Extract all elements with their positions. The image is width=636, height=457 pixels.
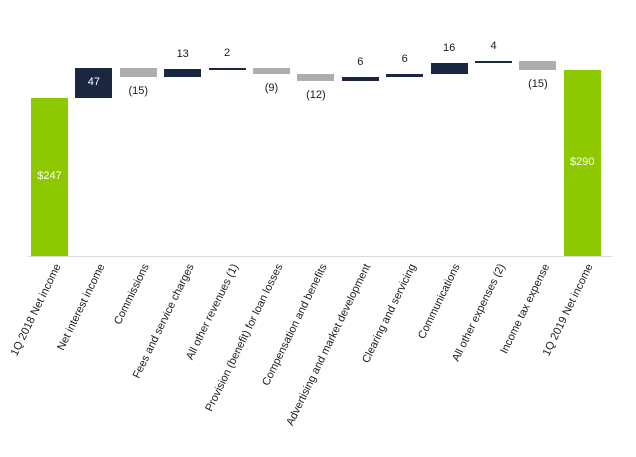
x-axis-category-label: Communications — [416, 262, 463, 341]
waterfall-bar — [75, 67, 113, 98]
waterfall-bar — [119, 67, 157, 78]
bar-value-label: 4 — [490, 40, 497, 52]
bar-value-label: $290 — [570, 156, 595, 168]
bar-value-label: 47 — [87, 76, 101, 88]
x-axis-category-label: Advertising and market development — [284, 262, 374, 428]
waterfall-bar — [475, 60, 512, 64]
bar-value-label: 13 — [176, 48, 189, 60]
bar-value-label: 16 — [442, 42, 456, 54]
bar-value-label: (15) — [128, 85, 149, 97]
x-axis-category-label: Net interest income — [55, 262, 108, 353]
bar-value-label: 6 — [401, 53, 408, 65]
waterfall-bar — [430, 63, 468, 74]
waterfall-bar — [519, 60, 557, 71]
waterfall-bar — [208, 67, 246, 70]
waterfall-bar — [341, 77, 379, 82]
x-axis-category-label: Provision (benefit) for loan losses — [203, 262, 286, 414]
bar-value-label: (12) — [306, 89, 326, 101]
waterfall-bar — [563, 70, 601, 256]
x-axis-category-label: 1Q 2019 Net income — [540, 262, 596, 358]
waterfall-bar — [386, 73, 424, 78]
bar-value-label: (15) — [528, 78, 548, 90]
x-axis-line — [28, 256, 612, 257]
x-axis-category-label: Income tax expense — [497, 262, 552, 356]
bar-value-label: 6 — [357, 56, 364, 68]
waterfall-bar — [297, 73, 335, 82]
x-axis-category-label: Commissions — [112, 262, 152, 327]
bar-value-label: $247 — [37, 170, 62, 182]
waterfall-bar — [164, 69, 202, 78]
waterfall-bar — [253, 67, 290, 74]
bar-value-label: (9) — [264, 82, 279, 94]
bar-value-label: 2 — [224, 47, 231, 59]
x-axis-category-label: Clearing and servicing — [360, 262, 419, 366]
waterfall-bar — [31, 97, 68, 256]
